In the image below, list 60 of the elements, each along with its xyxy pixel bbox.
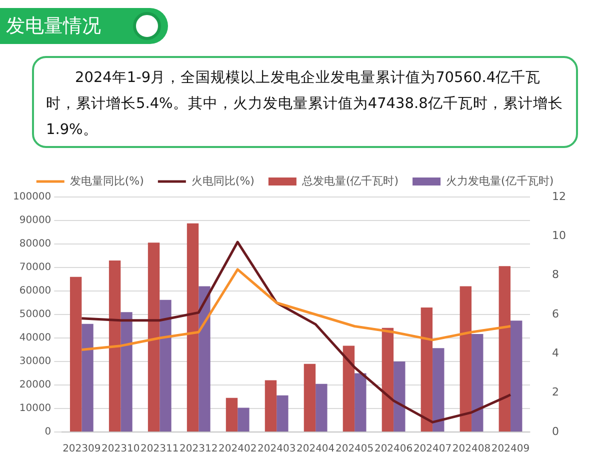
bar [316,384,328,432]
y-tick-label: 20000 [19,380,52,391]
y2-tick-label: 6 [552,307,560,320]
y2-tick-label: 8 [552,268,560,282]
bar [432,348,444,432]
chart-title: 发电量情况 [6,14,101,39]
bar [420,307,433,432]
x-tick-label: 202404 [296,444,335,455]
bar [472,334,484,432]
bar [304,364,316,432]
y2-tick-label: 10 [552,229,566,242]
bar [148,242,160,432]
bar [382,328,394,432]
y-tick-label: 60000 [19,286,52,297]
x-tick-label: 202409 [491,444,530,455]
x-tick-label: 202406 [374,444,413,455]
y-tick-label: 80000 [19,238,52,250]
bar [498,266,511,432]
x-tick-label: 202403 [258,444,296,455]
x-tick-label: 202402 [218,444,257,455]
bar [70,276,82,432]
bar [82,324,94,432]
y-tick-label: 100000 [12,192,52,203]
x-tick-label: 202405 [335,444,374,455]
legend-label: 总发电量(亿千瓦时) [300,174,399,188]
bar [510,320,522,432]
bar [198,286,210,432]
bar [120,312,132,432]
x-tick-label: 202312 [180,444,218,455]
y-tick-label: 50000 [19,309,52,320]
y-tick-label: 30000 [19,356,52,368]
legend-label: 发电量同比(%) [70,174,144,188]
y-tick-label: 90000 [19,215,52,226]
bar [342,346,355,432]
bar [186,223,199,432]
bar [238,408,250,432]
x-tick-label: 202310 [102,444,140,455]
legend-label: 火力发电量(亿千瓦时) [446,174,554,188]
bar [460,286,472,432]
bar [108,260,121,432]
bar [264,380,277,432]
y2-tick-label: 4 [552,346,560,360]
x-tick-label: 202311 [140,444,179,455]
x-tick-label: 202309 [62,444,101,455]
bar [226,398,238,432]
x-tick-label: 202408 [452,444,491,455]
y2-tick-label: 12 [552,190,566,203]
bar [394,362,406,432]
y-tick-label: 40000 [19,332,52,344]
bar [354,373,366,432]
y2-tick-label: 0 [552,424,560,438]
y-tick-label: 70000 [19,262,52,274]
bar [276,395,288,432]
bar [160,300,172,432]
x-tick-label: 202407 [413,444,452,455]
legend-label: 火电同比(%) [191,174,254,188]
y-tick-label: 10000 [19,403,52,414]
chart-subtitle: 2024年1-9月，全国规模以上发电企业发电量累计值为70560.4亿千瓦时，累计增长5.4%。其中，火力发电量累计值为47438.8亿千瓦时，累计增长1.9%。 [32,56,578,148]
y-tick-label: 0 [44,426,52,438]
y2-tick-label: 2 [552,386,560,399]
